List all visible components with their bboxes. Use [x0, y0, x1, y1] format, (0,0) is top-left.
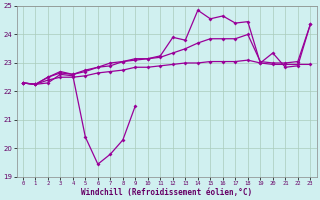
X-axis label: Windchill (Refroidissement éolien,°C): Windchill (Refroidissement éolien,°C)	[81, 188, 252, 197]
